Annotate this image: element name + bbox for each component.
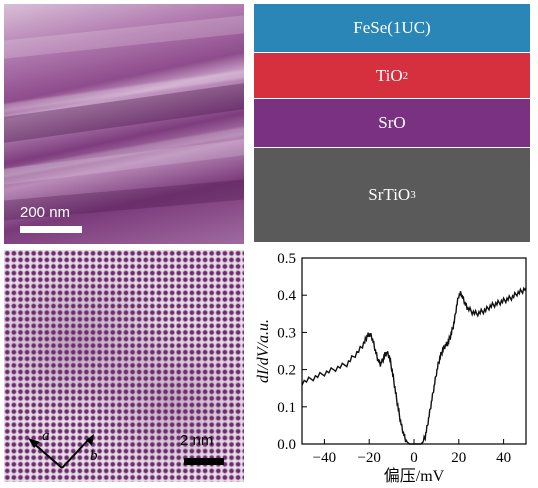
layer-tio2: TiO 2 xyxy=(254,53,530,98)
terrace-step xyxy=(4,83,244,143)
axis-b-arrow xyxy=(61,437,91,469)
axis-a-arrowhead xyxy=(28,438,40,448)
scale-bar-label: 200 nm xyxy=(20,204,71,221)
y-tick-label: 0.2 xyxy=(277,363,296,379)
scale-bar xyxy=(184,458,224,465)
y-tick-label: 0.4 xyxy=(277,288,296,304)
x-tick-label: 20 xyxy=(451,450,466,466)
x-tick-label: 40 xyxy=(496,450,511,466)
terrace-step xyxy=(4,15,244,59)
layer-srtio3: SrTiO 3 xyxy=(254,148,530,242)
scale-bar xyxy=(20,226,82,233)
layer-sro: SrO xyxy=(254,99,530,147)
y-tick-label: 0.3 xyxy=(277,325,296,341)
axis-a-label: a xyxy=(42,428,50,444)
layer-schematic: FeSe(1UC) TiO 2 SrO SrTiO 3 xyxy=(254,4,530,242)
y-tick-label: 0.0 xyxy=(277,437,296,453)
y-tick-label: 0.5 xyxy=(277,251,296,267)
x-axis-label: 偏压/mV xyxy=(384,467,445,485)
terrace-step xyxy=(4,139,244,185)
plot-frame xyxy=(301,257,527,445)
axis-b-arrowhead xyxy=(86,434,94,446)
lattice-axes: a b xyxy=(28,428,98,469)
scale-bar-label: 2 nm xyxy=(180,432,214,449)
axis-a-arrow xyxy=(31,441,63,469)
atomic-lattice-image: a b 2 nm xyxy=(4,250,244,482)
y-tick-label: 0.1 xyxy=(277,400,296,416)
series-line xyxy=(301,286,527,445)
x-tick-label: −20 xyxy=(357,450,380,466)
x-tick-label: −40 xyxy=(313,450,336,466)
layer-fese: FeSe(1UC) xyxy=(254,4,530,52)
y-axis-label: dI/dV/a.u. xyxy=(255,319,272,383)
axis-b-label: b xyxy=(90,448,98,464)
topography-image: 200 nm xyxy=(4,4,244,244)
didv-spectrum-chart: −40 −20 0 20 40 0.0 0.1 0.2 0.3 0.4 0.5 偏压/mV dI/d… xyxy=(250,246,534,486)
chart-svg: −40 −20 0 20 40 0.0 0.1 0.2 0.3 0.4 0.5 偏压/mV dI/d… xyxy=(255,251,527,485)
x-tick-label: 0 xyxy=(410,450,418,466)
